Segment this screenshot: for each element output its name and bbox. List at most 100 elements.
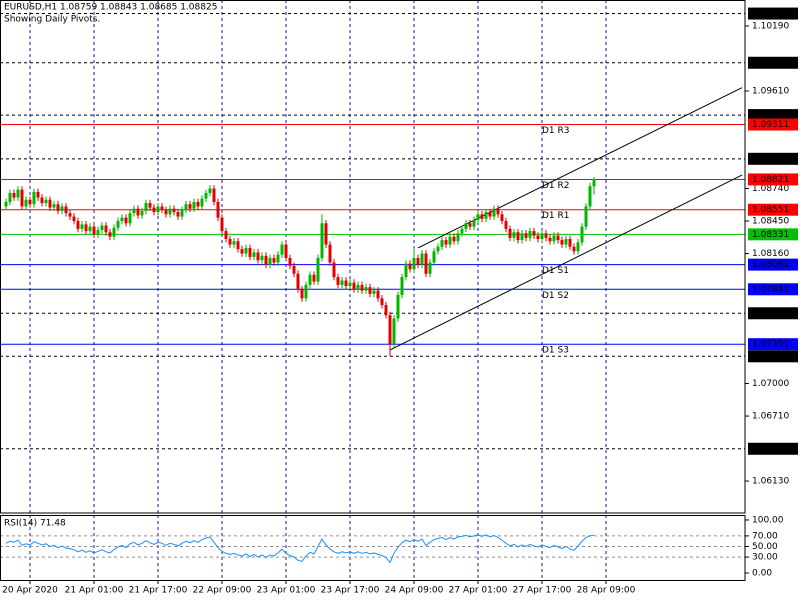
candle-body — [380, 298, 384, 306]
candle-body — [220, 217, 224, 232]
candle-body — [292, 265, 296, 274]
pivot-box — [748, 118, 798, 131]
price-box — [748, 307, 798, 320]
candle-body — [56, 204, 60, 211]
pivot-box — [748, 338, 798, 351]
candle-body — [232, 241, 236, 245]
candle-body — [100, 225, 104, 230]
pivot-name: D1 R3 — [542, 126, 570, 136]
candle-body — [48, 199, 52, 208]
candle-body — [348, 282, 352, 287]
candle-body — [32, 191, 36, 205]
candle-body — [96, 229, 100, 235]
candle-body — [388, 315, 392, 345]
candle-body — [576, 242, 580, 252]
candle-body — [404, 263, 408, 278]
candle-body — [156, 206, 160, 213]
candle-body — [492, 208, 496, 217]
candle-body — [516, 232, 520, 241]
candle-body — [208, 188, 212, 194]
price-box-label: 1.09005 — [752, 154, 789, 164]
candle-body — [436, 246, 440, 252]
price-box — [748, 109, 798, 122]
candle-body — [216, 201, 220, 218]
candle-body — [472, 219, 476, 227]
candle-body — [108, 232, 112, 237]
candle-body — [572, 246, 576, 252]
pivot-box — [748, 173, 798, 186]
candle-body — [476, 214, 480, 220]
pivot-name: D1 S2 — [542, 291, 569, 301]
price-box — [748, 442, 798, 455]
candle-body — [72, 216, 76, 222]
trendline — [389, 174, 743, 351]
candle-body — [160, 206, 164, 210]
x-tick-label: 23 Apr 17:00 — [321, 586, 380, 596]
pivot-box — [748, 258, 798, 271]
candle-body — [412, 258, 416, 270]
candle-body — [420, 253, 424, 265]
candle-body — [524, 233, 528, 238]
pivot-name: D1 S3 — [542, 346, 569, 356]
y-tick-label: 1.09610 — [752, 87, 789, 97]
candle-body — [84, 224, 88, 232]
candle-body — [328, 244, 332, 263]
rsi-y-tick-label: 100.00 — [752, 515, 784, 525]
candle-body — [4, 201, 8, 207]
candle-body — [196, 201, 200, 207]
price-box — [748, 7, 798, 20]
candle-body — [508, 228, 512, 238]
price-box-label: 1.07627 — [752, 309, 789, 319]
y-tick-label: 1.06710 — [752, 412, 789, 422]
rsi-y-tick-label: 0.00 — [752, 569, 772, 579]
candle-body — [8, 193, 12, 202]
candle-body — [132, 208, 136, 214]
candle-body — [368, 287, 372, 294]
candle-body — [44, 199, 48, 204]
candle-body — [188, 204, 192, 209]
candle-body — [356, 284, 360, 290]
candle-body — [144, 203, 148, 211]
pivot-box-label: 1.07841 — [752, 285, 789, 295]
pivot-name: D1 S1 — [542, 266, 569, 276]
candle-body — [20, 189, 24, 207]
candle-body — [12, 193, 16, 198]
candle-body — [416, 258, 420, 265]
candle-body — [92, 226, 96, 235]
x-tick-label: 28 Apr 09:00 — [577, 586, 636, 596]
x-tick-label: 27 Apr 01:00 — [449, 586, 508, 596]
candle-body — [264, 255, 268, 265]
candle-body — [104, 225, 108, 233]
candle-body — [308, 274, 312, 285]
candle-body — [400, 277, 404, 296]
candle-body — [200, 198, 204, 207]
candle-body — [360, 284, 364, 291]
pivot-box-label: 1.09311 — [752, 120, 789, 130]
price-box-label: 1.06418 — [752, 444, 789, 454]
candle-body — [300, 289, 304, 299]
candle-body — [336, 277, 340, 285]
pivot-box — [748, 228, 798, 241]
candle-body — [376, 290, 380, 299]
price-box — [748, 152, 798, 165]
candle-body — [444, 240, 448, 245]
candle-body — [80, 224, 84, 229]
candle-body — [224, 231, 228, 239]
candle-body — [248, 247, 252, 257]
candle-body — [136, 208, 140, 216]
x-tick-label: 23 Apr 01:00 — [257, 586, 316, 596]
candle-body — [440, 240, 444, 247]
candle-body — [312, 274, 316, 282]
rsi-y-tick-label: 50.00 — [752, 542, 778, 552]
candle-body — [592, 178, 596, 187]
candle-body — [520, 233, 524, 241]
y-tick-label: 1.06130 — [752, 477, 789, 487]
candle-body — [428, 262, 432, 274]
candle-body — [532, 231, 536, 236]
candle-body — [240, 249, 244, 254]
y-tick-label: 1.07000 — [752, 379, 789, 389]
candle-body — [432, 251, 436, 263]
pivot-box-label: 1.08061 — [752, 260, 789, 270]
x-tick-label: 20 Apr 2020 — [2, 586, 58, 596]
